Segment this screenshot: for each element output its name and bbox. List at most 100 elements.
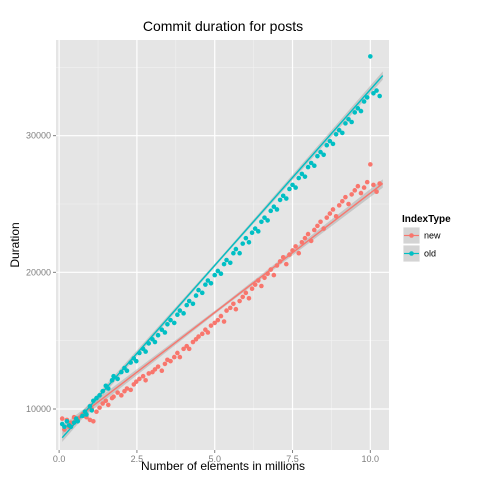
point-new [159,368,165,374]
point-old [315,153,320,159]
point-old [340,130,345,136]
point-new [265,271,270,277]
point-old [115,376,120,382]
point-old [374,88,379,93]
point-new [321,226,326,231]
point-new [371,182,376,188]
point-old [368,54,373,59]
point-new [327,211,333,216]
point-old [119,369,124,375]
point-new [168,358,173,364]
legend-key-point [409,251,414,256]
point-old [308,160,314,166]
point-new [268,267,274,272]
point-old [358,108,364,114]
point-old [333,132,339,137]
point-new [143,378,148,383]
point-new [97,405,102,410]
y-tick-label: 30000 [26,131,51,141]
point-new [343,194,348,200]
point-new [124,386,130,391]
point-old [231,250,236,256]
point-old [91,398,96,404]
point-new [305,231,311,237]
point-new [352,188,358,193]
point-new [336,203,342,208]
point-old [343,121,348,126]
point-old [80,413,85,419]
point-old [143,349,148,354]
legend: IndexType new old [402,214,451,263]
point-old [152,339,158,345]
point-old [177,308,183,313]
point-old [199,290,205,296]
point-old [346,116,351,122]
point-old [277,197,283,203]
grid-minor [56,40,389,450]
point-old [324,142,330,148]
point-old [193,293,199,298]
x-tick-label: 0.0 [53,454,66,464]
legend-title: IndexType [402,214,451,225]
point-old [240,241,246,246]
point-new [259,283,264,289]
y-tick-label: 10000 [26,404,51,414]
point-old [265,218,270,223]
legend-label: old [424,249,436,259]
point-old [252,226,258,231]
point-new [361,185,367,190]
x-axis-ticks: 0.0 2.5 5.0 7.5 10.0 [53,450,379,464]
point-old [94,395,99,401]
trend-lines [61,75,384,439]
point-old [255,229,261,234]
trend-line-new [61,182,384,431]
point-new [186,346,192,352]
trend-line-old [61,75,384,439]
point-new [59,416,65,421]
point-new [119,393,124,398]
point-old [246,239,252,245]
point-old [109,378,115,383]
point-old [355,106,361,111]
point-new [224,308,229,313]
point-old [299,171,305,177]
point-new [199,331,205,337]
point-new [100,401,105,406]
legend-item-new: new [402,226,441,245]
point-new [315,223,320,229]
point-old [196,287,201,293]
point-new [364,179,370,185]
point-old [75,419,81,424]
point-new [293,244,298,249]
point-old [84,412,89,417]
x-tick-label: 7.5 [286,454,299,464]
point-old [137,350,142,356]
point-new [262,275,267,281]
point-old [100,388,105,394]
point-new [312,227,317,233]
legend-label: new [424,231,441,241]
point-old [274,207,280,212]
point-old [227,260,233,266]
point-old [233,246,239,252]
point-new [137,376,142,382]
point-new [133,379,139,384]
point-new [324,215,330,220]
point-old [105,386,111,391]
point-new [243,290,249,296]
y-tick-label: 20000 [26,267,51,277]
point-old [111,373,116,379]
point-new [368,162,373,167]
x-axis-title: Number of elements in millions [141,459,305,473]
point-old [212,272,218,278]
point-new [208,323,214,328]
point-new [227,305,233,311]
point-new [128,387,133,393]
data-points [59,54,382,432]
point-old [296,175,302,181]
point-old [237,250,242,256]
point-new [237,298,242,304]
point-old [62,424,67,430]
point-new [196,334,201,339]
point-old [168,317,173,323]
